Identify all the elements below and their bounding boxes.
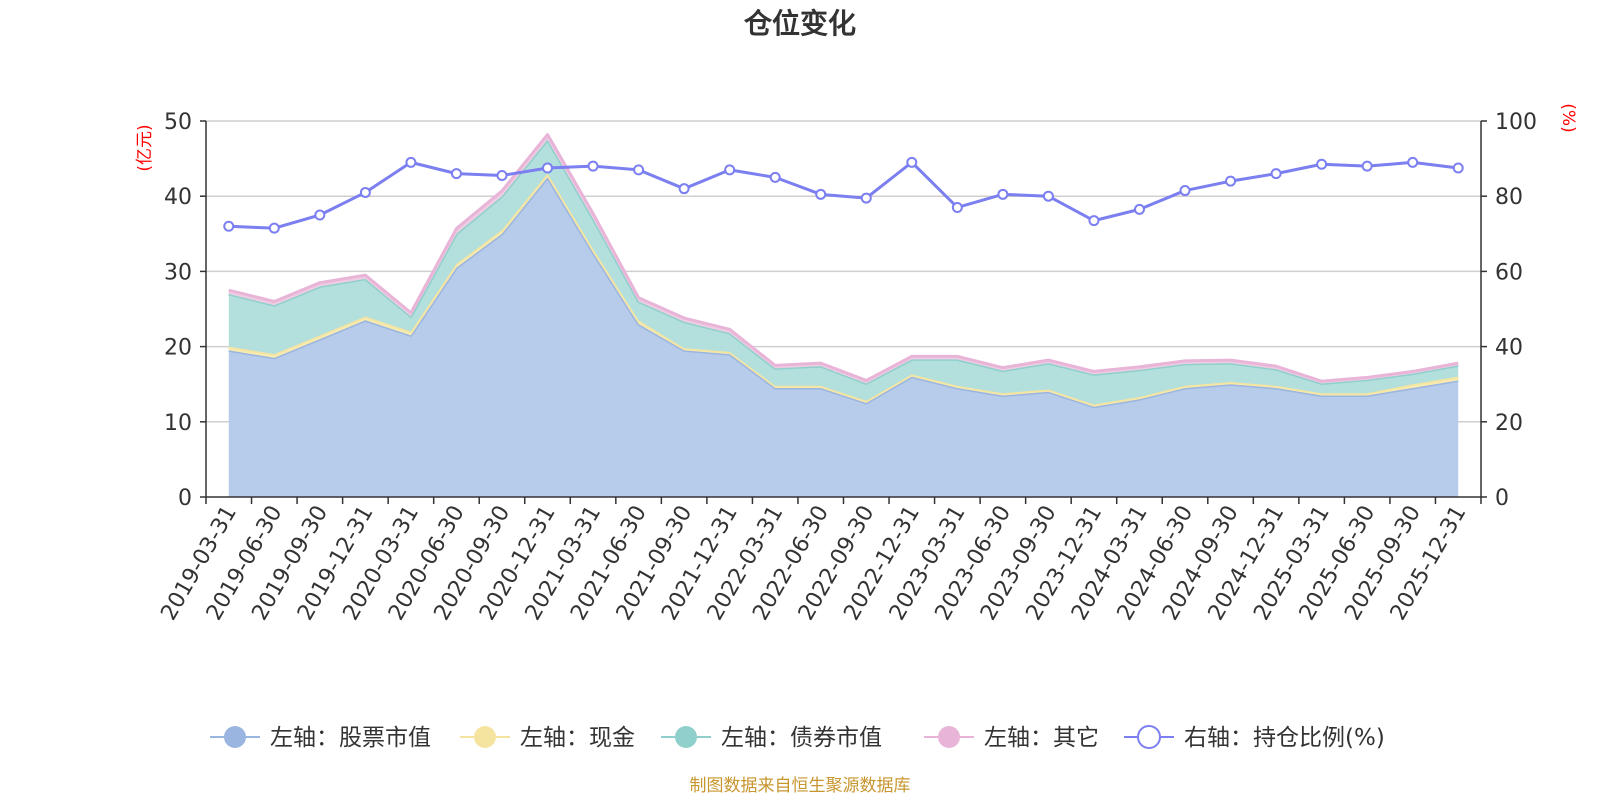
- position-ratio-line: [223, 156, 1464, 234]
- left-tick-label: 30: [164, 260, 192, 285]
- ratio-point: [678, 183, 690, 195]
- ratio-point: [906, 156, 918, 168]
- legend-marker: [938, 726, 960, 748]
- ratio-point: [450, 168, 462, 180]
- left-tick-label: 10: [164, 411, 192, 436]
- ratio-point: [815, 188, 827, 200]
- legend-item: 左轴：现金: [460, 725, 635, 751]
- legend-label: 右轴：持仓比例(%): [1184, 725, 1385, 751]
- stacked-areas: [228, 133, 1459, 497]
- legend-item: 左轴：股票市值: [210, 725, 431, 751]
- ratio-point: [1088, 215, 1100, 227]
- ratio-point: [724, 164, 736, 176]
- ratio-point: [542, 162, 554, 174]
- ratio-point: [1316, 158, 1328, 170]
- ratio-point: [951, 201, 963, 213]
- ratio-point: [1407, 156, 1419, 168]
- ratio-point: [1225, 175, 1237, 187]
- ratio-point: [1042, 190, 1054, 202]
- legend-item: 左轴：其它: [924, 725, 1099, 751]
- ratio-point: [769, 171, 781, 183]
- ratio-point: [1452, 162, 1464, 174]
- area-line-series-3: [228, 133, 1459, 383]
- legend-marker: [1137, 725, 1161, 749]
- chart-title: 仓位变化: [744, 7, 856, 40]
- ratio-point: [314, 209, 326, 221]
- right-tick-label: 40: [1495, 336, 1523, 361]
- legend-item: 右轴：持仓比例(%): [1124, 725, 1385, 751]
- right-tick-label: 20: [1495, 411, 1523, 436]
- ratio-point: [1133, 203, 1145, 215]
- data-source-note: 制图数据来自恒生聚源数据库: [690, 776, 911, 796]
- legend: 左轴：股票市值 左轴：现金 左轴：债券市值 左轴：其它 右轴：持仓比例(%): [210, 725, 1385, 751]
- ratio-point: [860, 192, 872, 204]
- legend-label: 左轴：债券市值: [721, 725, 882, 751]
- area-series-0: [228, 177, 1459, 497]
- left-tick-label: 50: [164, 110, 192, 135]
- ratio-line-path: [228, 160, 1459, 230]
- legend-label: 左轴：股票市值: [270, 725, 431, 751]
- right-tick-label: 0: [1495, 486, 1509, 511]
- left-tick-label: 40: [164, 185, 192, 210]
- left-tick-label: 20: [164, 336, 192, 361]
- ratio-point: [1270, 168, 1282, 180]
- legend-marker: [224, 726, 246, 748]
- ratio-point: [1361, 160, 1373, 172]
- ratio-point: [496, 170, 508, 182]
- ratio-point: [405, 156, 417, 168]
- legend-label: 左轴：现金: [520, 725, 635, 751]
- legend-marker: [474, 726, 496, 748]
- ratio-point: [223, 220, 235, 232]
- right-tick-label: 80: [1495, 185, 1523, 210]
- ratio-point: [633, 164, 645, 176]
- ratio-point: [1179, 185, 1191, 197]
- legend-marker: [675, 726, 697, 748]
- ratio-point: [587, 160, 599, 172]
- left-tick-label: 0: [178, 486, 192, 511]
- legend-item: 左轴：债券市值: [661, 725, 882, 751]
- ratio-point: [997, 188, 1009, 200]
- right-axis-unit: (%): [1558, 103, 1578, 132]
- ratio-point: [359, 186, 371, 198]
- right-tick-label: 60: [1495, 260, 1523, 285]
- legend-label: 左轴：其它: [984, 725, 1099, 751]
- right-tick-label: 100: [1495, 110, 1537, 135]
- ratio-point: [268, 222, 280, 234]
- left-axis-unit: (亿元): [135, 124, 155, 171]
